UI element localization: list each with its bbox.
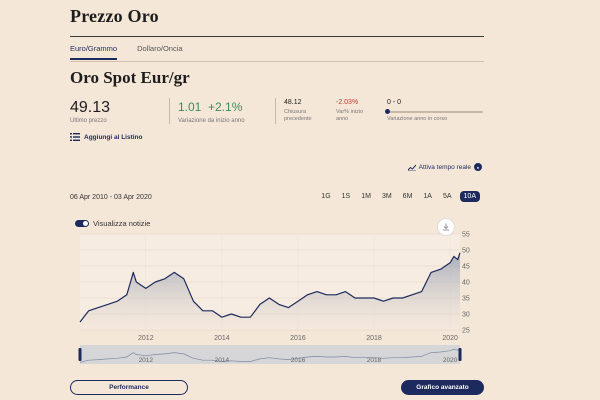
previous-close-label: Chiusura precedente [284, 109, 312, 123]
instrument-title: Oro Spot Eur/gr [70, 68, 190, 87]
year-range-bar [387, 111, 483, 113]
previous-close-label-line: precedente [284, 116, 312, 122]
y-tick-label: 30 [462, 312, 470, 319]
y-tick-label: 40 [462, 280, 470, 287]
period-1s[interactable]: 1S [341, 193, 351, 200]
y-tick-label: 45 [462, 264, 470, 271]
download-button[interactable] [437, 218, 455, 236]
divider [169, 98, 170, 124]
x-tick-label: 2018 [366, 335, 382, 342]
add-to-list-button[interactable]: Aggiungi al Listino [70, 133, 143, 141]
advanced-chart-button[interactable]: Grafico avanzato [401, 380, 484, 395]
performance-button[interactable]: Performance [70, 380, 188, 395]
list-icon [70, 133, 80, 141]
period-6m[interactable]: 6M [402, 193, 413, 200]
period-10a[interactable]: 10A [459, 191, 480, 202]
chart-line-icon [407, 164, 416, 171]
download-icon [443, 223, 449, 231]
realtime-badge-icon: ● [474, 163, 482, 171]
tab-euro-grammo[interactable]: Euro/Grammo [70, 44, 118, 60]
navigator-handle [458, 348, 462, 361]
period-1g[interactable]: 1G [321, 193, 331, 200]
tab-dollaro-oncia[interactable]: Dollaro/Oncia [137, 44, 183, 53]
previous-close-label-line: Chiusura [284, 109, 307, 115]
x-tick-label: 2014 [214, 335, 230, 342]
period-1a[interactable]: 1A [423, 193, 432, 200]
navigator-tick-label: 2020 [443, 357, 458, 364]
navigator-handle [78, 348, 82, 361]
change-label: Variazione da inizio anno [178, 118, 245, 124]
news-toggle-label: Visualizza notizie [93, 219, 151, 228]
realtime-button[interactable]: Attiva tempo reale ● [407, 163, 482, 171]
currency-tabs: Euro/Grammo Dollaro/Oncia [70, 44, 183, 60]
period-1m[interactable]: 1M [361, 193, 371, 200]
last-price-label: Ultimo prezzo [70, 118, 107, 124]
last-price: 49.13 [70, 99, 111, 116]
y-tick-label: 25 [462, 328, 470, 335]
previous-close-value: 48.12 [284, 99, 302, 106]
year-range-label: Variazione anno in corso [387, 116, 448, 122]
y-tick-label: 55 [462, 232, 470, 239]
news-toggle[interactable] [75, 220, 89, 227]
navigator-background [80, 345, 460, 364]
price-chart[interactable]: 25 30 35 40 45 50 55 2012 2014 2016 2018 2020 2012 20… [70, 226, 480, 371]
navigator-tick-label: 2018 [367, 357, 382, 364]
y-tick-label: 35 [462, 296, 470, 303]
page-title: Prezzo Oro [70, 6, 159, 26]
period-selector: 1G 1S 1M 3M 6M 1A 5A 10A [318, 191, 480, 202]
tabs-divider [70, 61, 484, 62]
title-divider [70, 36, 484, 37]
year-range-value: 0 - 0 [387, 99, 402, 106]
ytd-percent-label-line: anno [336, 116, 349, 122]
ytd-percent-label-line: Var% inizio [336, 109, 364, 115]
change-absolute: 1.01 [178, 100, 202, 114]
add-to-list-label: Aggiungi al Listino [84, 133, 143, 141]
price-area [80, 252, 460, 330]
x-tick-label: 2012 [138, 335, 154, 342]
navigator-tick-label: 2012 [139, 357, 154, 364]
navigator-tick-label: 2016 [291, 357, 306, 364]
chart-date-range: 06 Apr 2010 - 03 Apr 2020 [70, 194, 152, 201]
navigator-tick-label: 2014 [215, 357, 230, 364]
period-3m[interactable]: 3M [381, 193, 392, 200]
period-5a[interactable]: 5A [442, 193, 452, 200]
change-percent: +2.1% [208, 100, 243, 114]
x-tick-label: 2016 [290, 335, 306, 342]
year-range-marker [385, 109, 390, 114]
ytd-percent-label: Var% inizio anno [336, 109, 363, 123]
ytd-percent-value: -2.03% [336, 99, 359, 106]
navigator-line [79, 348, 461, 363]
divider [275, 98, 276, 124]
price-line [79, 252, 461, 323]
y-tick-label: 50 [462, 248, 470, 255]
realtime-label: Attiva tempo reale [418, 163, 471, 171]
news-toggle-row: Visualizza notizie [75, 219, 150, 228]
x-tick-label: 2020 [442, 335, 458, 342]
